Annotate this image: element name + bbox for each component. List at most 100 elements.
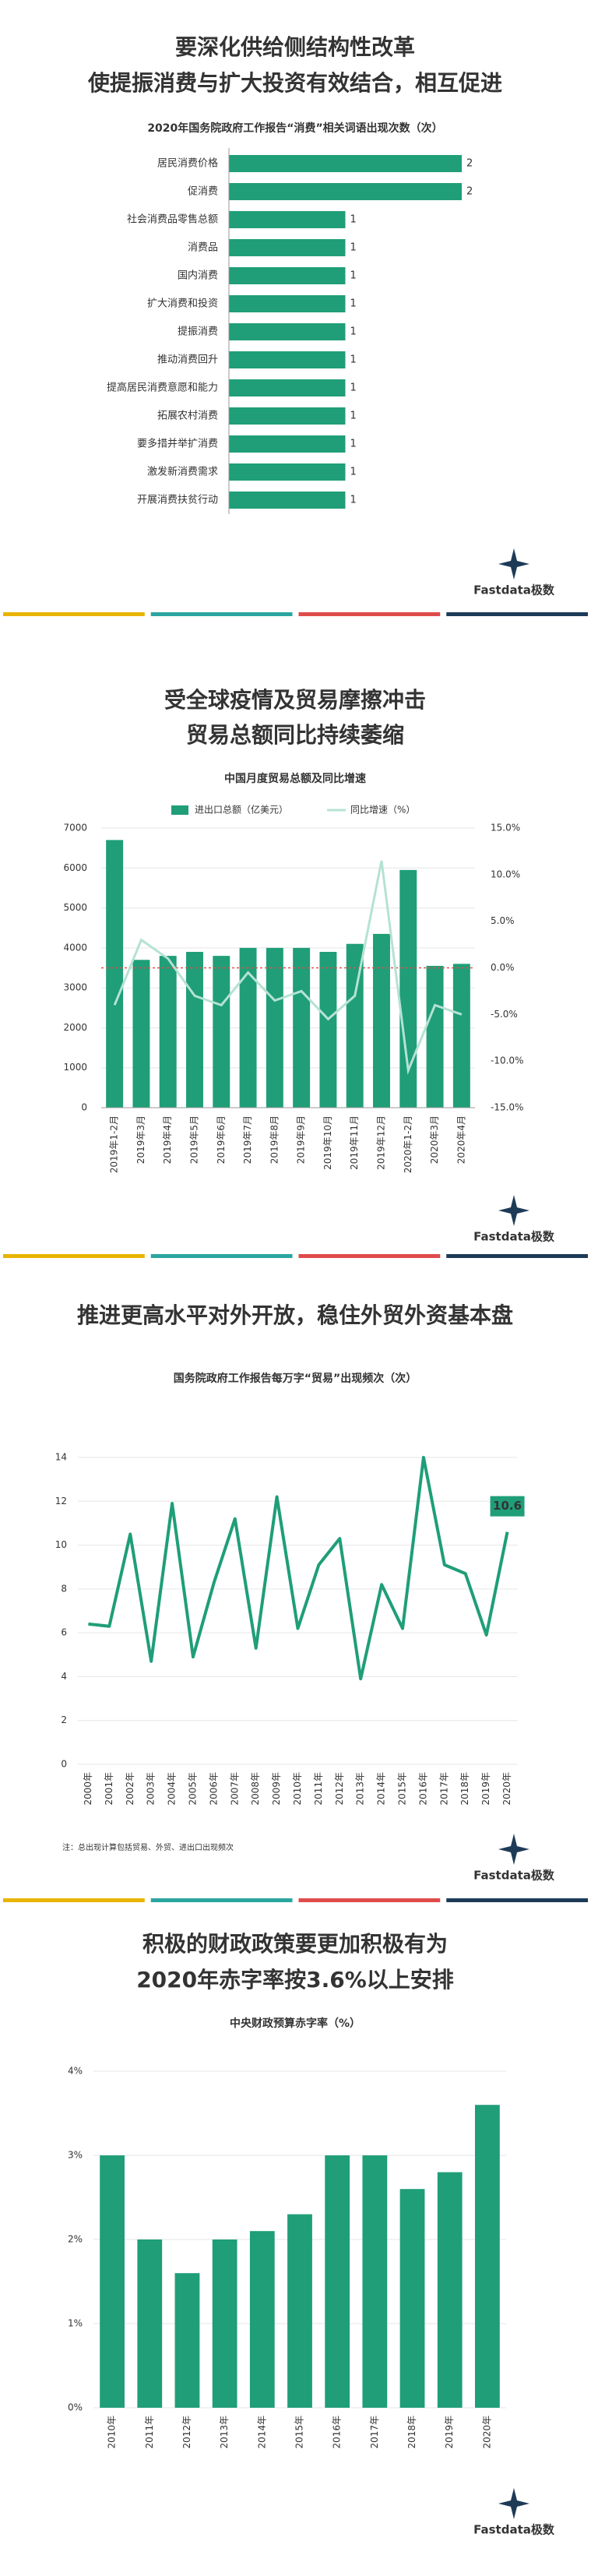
y-tick-label: 5000 — [63, 902, 87, 913]
category-label: 提振消费 — [178, 326, 218, 338]
bar — [399, 2189, 425, 2408]
heading: 2020年赤字率按3.6%以上安排 — [136, 1967, 454, 1993]
category-label: 国内消费 — [178, 270, 218, 282]
x-tick-label: 2020年 — [501, 1772, 512, 1806]
heading: 使提振消费与扩大投资有效结合，相互促进 — [87, 70, 502, 96]
bar — [229, 211, 346, 228]
value-label: 1 — [350, 439, 357, 450]
x-tick-label: 2019年 — [444, 2416, 455, 2449]
x-tick-label: 2000年 — [83, 1772, 93, 1806]
bar — [362, 2155, 388, 2408]
divider — [446, 1254, 588, 1258]
x-tick-label: 2018年 — [406, 2416, 417, 2449]
bar — [229, 351, 346, 368]
line — [88, 1456, 509, 1681]
bar — [174, 2273, 200, 2408]
bar — [229, 295, 346, 312]
y-tick-label: -10.0% — [491, 1055, 523, 1066]
y-tick-label: 12 — [55, 1496, 67, 1506]
y-tick-label: 4% — [68, 2066, 83, 2077]
x-tick-label: 2019年11月 — [349, 1115, 360, 1170]
x-tick-label: 2009年 — [271, 1772, 282, 1806]
x-tick-label: 2011年 — [144, 2416, 155, 2449]
x-tick-label: 2014年 — [256, 2416, 267, 2449]
bar — [346, 943, 364, 1108]
bar — [132, 960, 150, 1108]
heading: 受全球疫情及贸易摩擦冲击 — [164, 687, 426, 713]
heading: 贸易总额同比持续萎缩 — [186, 722, 404, 748]
bar — [249, 2231, 275, 2408]
x-tick-label: 2019年7月 — [242, 1115, 253, 1164]
bar — [229, 492, 346, 509]
value-label: 1 — [350, 298, 357, 310]
divider — [150, 1254, 293, 1258]
y-tick-label: -5.0% — [491, 1009, 518, 1020]
value-label: 1 — [350, 354, 357, 366]
x-tick-label: 2017年 — [369, 2416, 380, 2449]
heading: 要深化供给侧结构性改革 — [175, 34, 415, 60]
value-label: 2 — [466, 158, 473, 170]
x-tick-label: 2019年8月 — [269, 1115, 280, 1164]
bar — [159, 956, 177, 1108]
y-tick-label: 3% — [68, 2150, 83, 2161]
bar — [475, 2105, 500, 2408]
legend-swatch — [171, 805, 188, 815]
line — [113, 860, 463, 1075]
bar — [229, 323, 346, 340]
x-tick-label: 2007年 — [229, 1772, 240, 1806]
x-tick-label: 2013年 — [219, 2416, 230, 2449]
category-label: 开展消费扶贫行动 — [137, 494, 218, 506]
x-tick-label: 2019年12月 — [376, 1115, 387, 1170]
logo-icon — [498, 548, 529, 580]
x-tick-label: 2019年 — [480, 1772, 491, 1806]
x-tick-label: 2001年 — [104, 1772, 114, 1806]
divider — [150, 1898, 293, 1902]
label-box — [490, 1496, 525, 1517]
divider — [446, 1898, 588, 1902]
category-label: 促消费 — [188, 186, 218, 198]
divider — [298, 612, 441, 616]
value-label: 1 — [350, 326, 357, 338]
category-label: 提高居民消费意愿和能力 — [107, 382, 218, 394]
bar — [325, 2155, 350, 2408]
x-tick-label: 2010年 — [107, 2416, 118, 2449]
chart-title: 2020年国务院政府工作报告“消费”相关词语出现次数（次） — [147, 122, 442, 135]
x-tick-label: 2020年1-2月 — [403, 1115, 413, 1173]
x-tick-label: 2012年 — [181, 2416, 192, 2449]
y-tick-label: 0.0% — [491, 962, 515, 973]
logo-icon — [498, 1834, 529, 1865]
y-tick-label: 8 — [61, 1583, 67, 1594]
x-tick-label: 2006年 — [208, 1772, 219, 1806]
x-tick-label: 2019年1-2月 — [109, 1115, 120, 1173]
divider — [298, 1254, 441, 1258]
logo-icon — [498, 2488, 529, 2519]
bar — [239, 947, 257, 1108]
value-label: 1 — [350, 495, 357, 506]
y-tick-label: 2 — [61, 1714, 67, 1725]
y-tick-label: 1% — [68, 2318, 83, 2329]
x-tick-label: 2018年 — [459, 1772, 470, 1806]
chart-title: 中国月度贸易总额及同比增速 — [224, 772, 366, 785]
y-tick-label: 0 — [61, 1759, 67, 1770]
y-tick-label: 1000 — [63, 1062, 87, 1073]
y-tick-label: 5.0% — [491, 915, 515, 926]
bar — [212, 2239, 237, 2408]
bar — [266, 947, 283, 1108]
bar — [229, 407, 346, 425]
value-label: 1 — [350, 411, 357, 422]
x-tick-label: 2005年 — [187, 1772, 198, 1806]
category-label: 消费品 — [188, 242, 218, 254]
x-tick-label: 2004年 — [167, 1772, 178, 1806]
bar — [229, 379, 346, 396]
category-label: 扩大消费和投资 — [147, 298, 218, 310]
category-label: 拓展农村消费 — [157, 411, 218, 422]
y-tick-label: 6000 — [63, 862, 87, 873]
x-tick-label: 2020年 — [481, 2416, 492, 2449]
divider — [3, 1898, 145, 1902]
x-tick-label: 2019年3月 — [135, 1115, 146, 1164]
logo-text: Fastdata极数 — [473, 583, 555, 597]
bar — [186, 951, 203, 1108]
legend-label: 进出口总额（亿美元） — [195, 804, 288, 816]
x-tick-label: 2003年 — [146, 1772, 157, 1806]
